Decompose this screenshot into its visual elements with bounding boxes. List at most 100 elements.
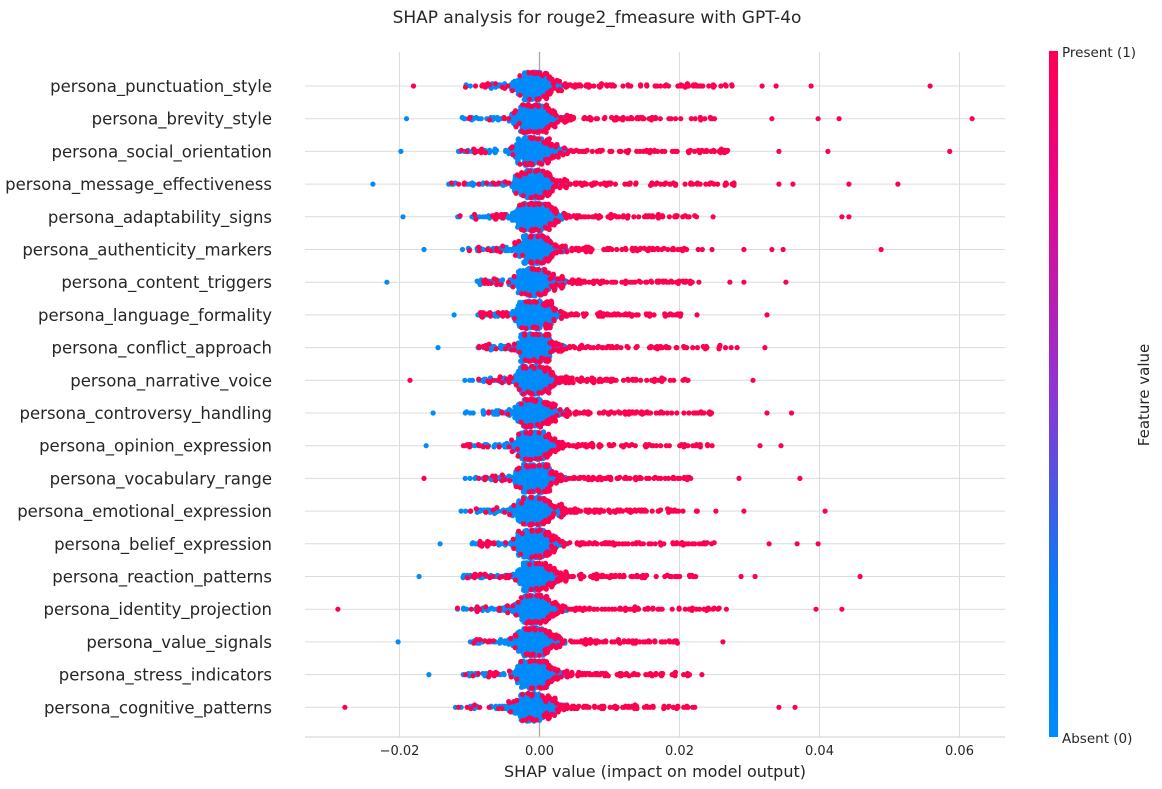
point-absent [469,377,476,383]
point-absent [486,150,492,156]
point-present [537,364,543,370]
point-present [558,88,565,94]
point-present [547,384,554,390]
point-present [526,70,532,76]
point-present [706,83,712,89]
point-present [456,181,462,187]
point-present [633,180,639,186]
point-present [533,267,539,273]
point-present [681,343,687,350]
point-present [654,245,661,251]
point-present [657,116,663,122]
point-absent [515,136,522,142]
point-present [520,193,526,199]
point-present [560,152,566,158]
point-present [694,312,700,318]
point-present [622,181,628,187]
point-absent [492,146,498,152]
point-present [663,343,669,350]
point-present [516,238,522,244]
point-present [531,365,537,371]
point-absent [403,116,410,122]
point-present [531,227,537,234]
point-present [614,246,620,253]
point-present [535,129,542,135]
point-present [601,409,607,415]
point-present [691,410,697,416]
point-present [516,386,522,393]
point-present [531,299,537,305]
point-absent [462,377,468,383]
point-present [511,273,517,280]
point-present [634,114,641,121]
point-present [639,114,646,121]
point-absent [491,116,497,122]
point-present [573,147,579,153]
point-present [695,410,701,416]
point-present [611,410,618,416]
point-present [610,82,616,88]
point-present [731,182,737,188]
point-present [466,248,472,254]
point-present [672,116,679,122]
point-present [543,358,549,364]
point-present [729,82,735,88]
point-present [674,410,680,416]
point-present [608,211,614,218]
point-present [558,315,565,321]
point-present [633,376,639,382]
point-present [551,318,557,324]
point-present [567,181,573,187]
point-present [690,345,696,351]
point-present [673,312,679,318]
point-present [670,245,676,251]
point-present [525,102,531,108]
point-present [550,185,557,191]
point-present [544,193,551,199]
point-present [513,382,519,388]
point-present [702,346,709,352]
point-present [519,252,526,258]
point-absent [522,96,529,102]
point-present [654,83,660,89]
point-present [808,83,814,89]
point-present [496,180,502,186]
point-absent [430,410,436,416]
point-present [551,79,557,86]
chart-title: SHAP analysis for rouge2_fmeasure with G… [393,8,802,28]
point-absent [520,268,526,274]
point-absent [473,114,479,121]
point-present [410,83,417,89]
point-present [508,145,514,151]
point-present [764,410,770,416]
point-present [595,343,602,350]
point-present [620,213,627,219]
point-present [572,84,578,90]
point-absent [471,181,477,187]
point-present [547,238,553,244]
point-present [500,243,506,249]
point-present [636,214,642,220]
point-present [543,325,549,331]
point-present [546,136,553,142]
point-present [628,83,634,89]
point-present [722,182,728,188]
point-present [483,311,490,317]
point-present [507,374,513,380]
point-present [602,114,608,121]
point-absent [467,83,473,89]
point-present [564,151,570,157]
point-present [509,88,515,94]
point-present [567,82,574,88]
point-present [552,418,559,424]
point-present [561,145,568,151]
point-present [618,148,624,154]
point-present [545,125,551,131]
point-present [709,410,715,416]
point-present [646,116,652,122]
point-present [535,70,541,76]
point-present [638,377,644,383]
point-present [471,211,478,218]
point-present [734,345,740,351]
point-present [467,114,473,121]
